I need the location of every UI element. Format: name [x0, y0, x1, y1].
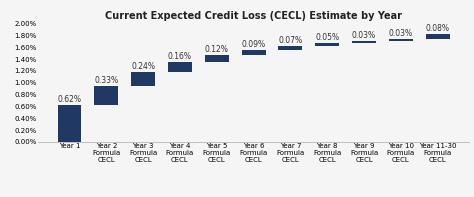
Bar — [242, 50, 265, 55]
Text: 0.05%: 0.05% — [315, 33, 339, 42]
Text: 0.33%: 0.33% — [94, 76, 118, 85]
Text: 0.24%: 0.24% — [131, 62, 155, 71]
Bar — [94, 86, 118, 105]
Text: 0.03%: 0.03% — [352, 31, 376, 40]
Text: 0.07%: 0.07% — [278, 36, 302, 45]
Bar — [352, 41, 376, 43]
Bar — [426, 34, 450, 39]
Bar — [205, 55, 229, 62]
Text: 0.08%: 0.08% — [426, 24, 450, 33]
Bar — [278, 46, 302, 50]
Bar — [168, 62, 192, 72]
Text: 0.09%: 0.09% — [242, 40, 265, 49]
Title: Current Expected Credit Loss (CECL) Estimate by Year: Current Expected Credit Loss (CECL) Esti… — [105, 11, 402, 21]
Text: 0.16%: 0.16% — [168, 52, 192, 61]
Bar — [57, 105, 82, 142]
Text: 0.62%: 0.62% — [57, 95, 82, 104]
Bar — [315, 43, 339, 46]
Bar — [131, 72, 155, 86]
Bar — [389, 39, 413, 41]
Text: 0.03%: 0.03% — [389, 29, 413, 38]
Text: 0.12%: 0.12% — [205, 45, 229, 54]
